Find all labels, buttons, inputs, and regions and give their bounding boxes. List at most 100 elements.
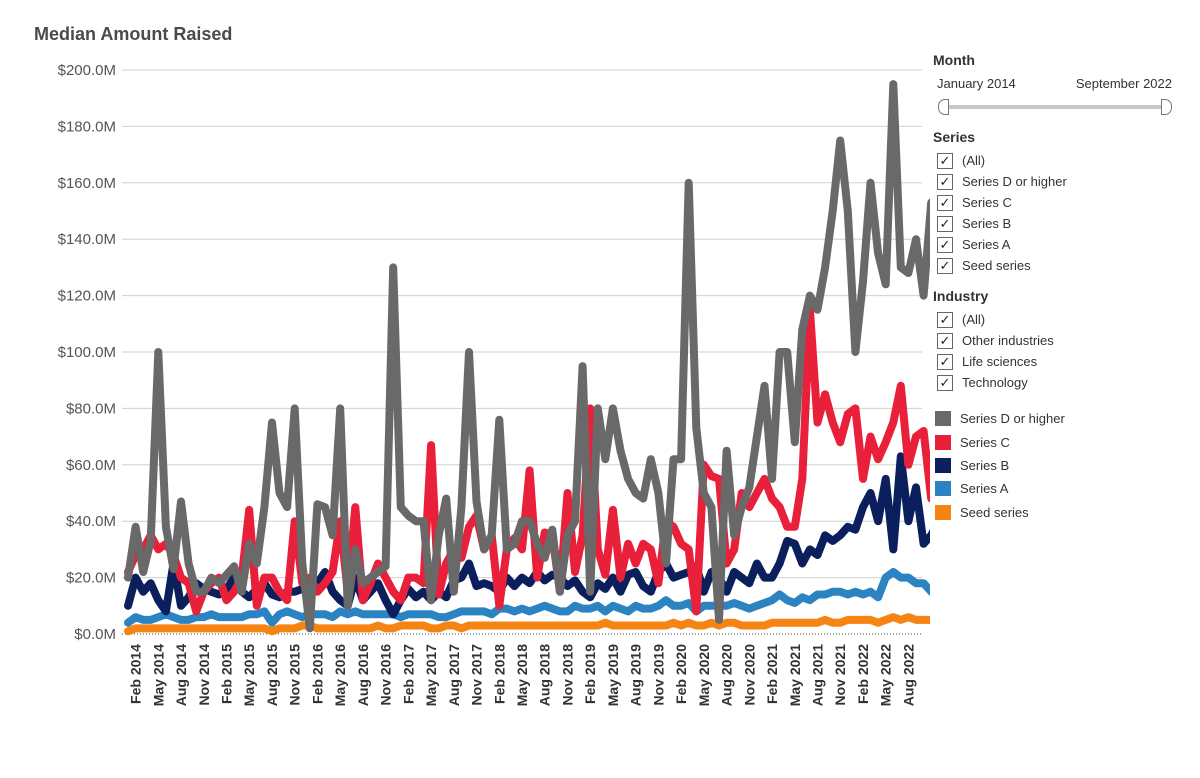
series-filter-option-label: Series D or higher: [962, 174, 1067, 189]
industry-filter-option[interactable]: ✓ (All): [937, 309, 1178, 330]
checkbox-icon[interactable]: ✓: [937, 236, 953, 253]
legend-label: Series C: [960, 434, 1010, 450]
x-tick-label: May 2014: [150, 644, 166, 706]
industry-filter-option-label: (All): [962, 312, 986, 327]
legend-swatch: [935, 411, 951, 427]
month-end-label: September 2022: [1075, 76, 1172, 91]
y-tick-label: $200.0M: [58, 62, 116, 79]
industry-filter-option-label: Technology: [962, 375, 1028, 390]
x-tick-label: Aug 2021: [810, 644, 826, 706]
month-filter-heading: Month: [933, 52, 975, 68]
x-tick-label: May 2017: [423, 644, 439, 706]
x-tick-label: Nov 2019: [650, 644, 666, 706]
x-tick-label: Feb 2016: [309, 644, 325, 704]
legend-swatch: [935, 504, 951, 520]
x-axis-ticks: Feb 2014 May 2014 Aug 2014 Nov 2014 Feb 2015…: [128, 644, 917, 706]
x-tick-label: Feb 2018: [491, 644, 507, 704]
series-filter-option-label: Seed series: [962, 258, 1031, 273]
x-tick-label: Nov 2016: [378, 644, 394, 706]
slider-end-handle[interactable]: [1161, 99, 1172, 115]
series-line[interactable]: [124, 568, 930, 627]
x-tick-label: Nov 2021: [832, 644, 848, 706]
x-tick-label: May 2022: [878, 644, 894, 706]
series-filter-option[interactable]: ✓ Series A: [937, 234, 1178, 255]
industry-filter-option-label: Other industries: [962, 333, 1054, 348]
series-filter-option[interactable]: ✓ Seed series: [937, 255, 1178, 276]
legend-swatch: [935, 434, 951, 450]
slider-track[interactable]: [944, 105, 1166, 109]
legend-item[interactable]: Series C: [935, 430, 1178, 453]
x-tick-label: May 2021: [787, 644, 803, 706]
slider-start-handle[interactable]: [938, 99, 949, 115]
industry-filter-option-label: Life sciences: [962, 354, 1038, 369]
checkbox-icon[interactable]: ✓: [937, 152, 953, 169]
series-line[interactable]: [124, 305, 930, 616]
series-filter-list: ✓ (All) ✓ Series D or higher ✓ Series C ✓ Serie…: [933, 150, 1178, 276]
checkbox-icon[interactable]: ✓: [937, 215, 953, 232]
x-tick-label: Aug 2014: [173, 644, 189, 706]
x-tick-label: Feb 2019: [582, 644, 598, 704]
y-tick-label: $0.0M: [74, 626, 116, 643]
y-tick-label: $140.0M: [58, 231, 116, 248]
x-tick-label: Feb 2020: [673, 644, 689, 704]
series-line[interactable]: [124, 80, 930, 633]
series-filter-option-label: Series A: [962, 237, 1011, 252]
x-tick-label: May 2020: [696, 644, 712, 706]
month-range-labels: January 2014 September 2022: [937, 76, 1172, 91]
y-tick-label: $100.0M: [58, 344, 116, 361]
series-filter-option[interactable]: ✓ Series B: [937, 213, 1178, 234]
x-tick-label: Aug 2018: [537, 644, 553, 706]
y-tick-label: $20.0M: [66, 570, 116, 587]
legend-item[interactable]: Series A: [935, 477, 1178, 500]
series-filter-heading: Series: [933, 129, 976, 145]
x-tick-label: Aug 2019: [628, 644, 644, 706]
checkbox-icon[interactable]: ✓: [937, 173, 953, 190]
legend-item[interactable]: Series D or higher: [935, 407, 1178, 430]
x-tick-label: May 2016: [332, 644, 348, 706]
checkbox-icon[interactable]: ✓: [937, 374, 953, 391]
x-tick-label: Nov 2015: [287, 644, 303, 706]
checkbox-icon[interactable]: ✓: [937, 311, 953, 328]
x-tick-label: Feb 2017: [400, 644, 416, 704]
legend-label: Seed series: [960, 504, 1029, 520]
y-axis-ticks: $0.0M $20.0M $40.0M $60.0M $80.0M $100.0M $120…: [58, 62, 116, 643]
filter-panel: Month January 2014 September 2022 Series…: [933, 52, 1178, 524]
x-tick-label: Nov 2017: [469, 644, 485, 706]
legend-item[interactable]: Seed series: [935, 501, 1178, 524]
x-tick-label: May 2015: [241, 644, 257, 706]
series-line[interactable]: [124, 452, 930, 619]
series-filter-option[interactable]: ✓ (All): [937, 150, 1178, 171]
x-tick-label: Nov 2014: [196, 644, 212, 706]
y-tick-label: $160.0M: [58, 175, 116, 192]
legend-item[interactable]: Series B: [935, 454, 1178, 477]
x-tick-label: Aug 2016: [355, 644, 371, 706]
legend-label: Series B: [960, 457, 1010, 473]
series-filter-option-label: Series B: [962, 216, 1012, 231]
series-filter-option[interactable]: ✓ Series D or higher: [937, 171, 1178, 192]
industry-filter-option[interactable]: ✓ Technology: [937, 372, 1178, 393]
x-tick-label: May 2018: [514, 644, 530, 706]
checkbox-icon[interactable]: ✓: [937, 257, 953, 274]
y-tick-label: $40.0M: [66, 513, 116, 530]
x-tick-label: Aug 2015: [264, 644, 280, 706]
x-tick-label: Nov 2018: [559, 644, 575, 706]
industry-filter-option[interactable]: ✓ Life sciences: [937, 351, 1178, 372]
y-tick-label: $120.0M: [58, 288, 116, 305]
x-tick-label: Feb 2014: [128, 644, 144, 704]
checkbox-icon[interactable]: ✓: [937, 194, 953, 211]
x-tick-label: Aug 2022: [900, 644, 916, 706]
y-tick-label: $80.0M: [66, 400, 116, 417]
legend-label: Series D or higher: [960, 411, 1065, 427]
x-tick-label: Nov 2020: [741, 644, 757, 706]
x-tick-label: May 2019: [605, 644, 621, 706]
chart-title: Median Amount Raised: [34, 24, 233, 44]
x-tick-label: Feb 2021: [764, 644, 780, 704]
industry-filter-option[interactable]: ✓ Other industries: [937, 330, 1178, 351]
series-filter-option[interactable]: ✓ Series C: [937, 192, 1178, 213]
x-tick-label: Aug 2020: [719, 644, 735, 706]
checkbox-icon[interactable]: ✓: [937, 353, 953, 370]
y-tick-label: $180.0M: [58, 118, 116, 135]
series-line[interactable]: [124, 613, 930, 636]
month-range-slider[interactable]: [938, 97, 1172, 117]
checkbox-icon[interactable]: ✓: [937, 332, 953, 349]
